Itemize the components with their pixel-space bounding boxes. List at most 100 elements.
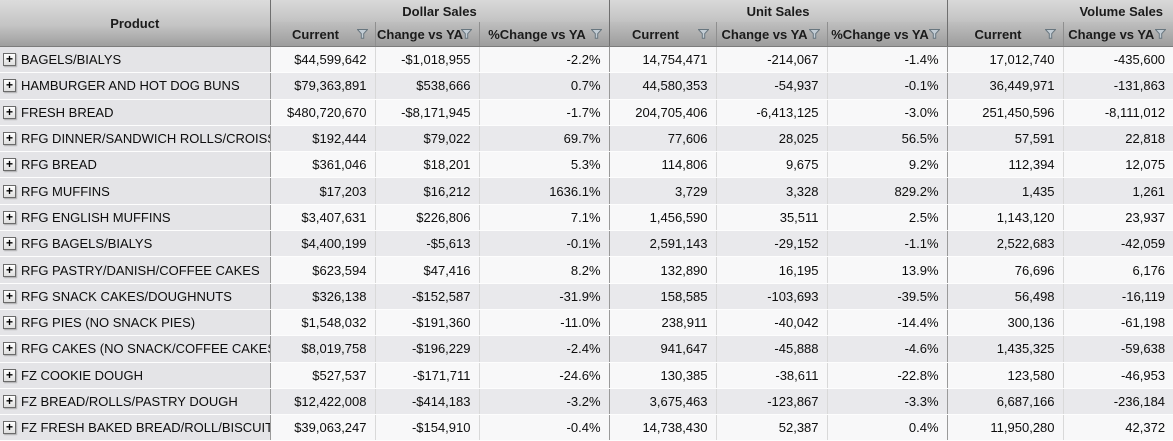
expand-plus-icon[interactable]: + [3,263,16,277]
table-row[interactable]: + RFG CAKES (NO SNACK/COFFEE CAKES) $8,0… [0,335,1173,363]
unit-change-cell: -214,067 [715,46,828,74]
col-header-dollar-change[interactable]: Change vs YA [374,22,479,47]
volume-current-cell: 57,591 [946,125,1064,153]
expand-plus-icon[interactable]: + [3,210,16,224]
expand-plus-icon[interactable]: + [3,184,16,198]
volume-current-cell: 11,950,280 [946,414,1064,441]
col-header-unit-current[interactable]: Current [608,22,717,47]
unit-change-cell: -38,611 [715,362,828,389]
expand-plus-icon[interactable]: + [3,316,16,330]
volume-current-cell: 1,143,120 [946,204,1064,232]
unit-pct-change-cell: -3.3% [826,388,948,416]
expand-plus-icon[interactable]: + [3,368,16,382]
product-label: FZ FRESH BAKED BREAD/ROLL/BISCUIT [21,420,270,436]
unit-current-cell: 44,580,353 [608,72,717,100]
table-row[interactable]: + RFG BAGELS/BIALYS $4,400,199 -$5,613 -… [0,230,1173,258]
volume-change-cell: -8,111,012 [1062,99,1173,126]
unit-current-cell: 77,606 [608,125,717,153]
expand-plus-icon[interactable]: + [3,237,16,251]
expand-plus-icon[interactable]: + [3,53,16,67]
filter-icon[interactable] [1154,29,1167,39]
product-label: FRESH BREAD [21,104,114,120]
expand-plus-icon[interactable]: + [3,421,16,435]
volume-change-cell: 22,818 [1062,125,1173,153]
dollar-pct-change-cell: -11.0% [478,309,610,337]
unit-current-cell: 14,754,471 [608,46,717,74]
volume-current-cell: 6,687,166 [946,388,1064,416]
unit-pct-change-cell: -14.4% [826,309,948,337]
dollar-change-cell: -$5,613 [374,230,479,258]
filter-icon[interactable] [355,29,369,39]
table-row[interactable]: + BAGELS/BIALYS $44,599,642 -$1,018,955 … [0,46,1173,74]
filter-icon[interactable] [589,29,603,39]
col-header-label: %Change vs YA [831,26,929,42]
filter-icon[interactable] [696,29,710,39]
filter-icon[interactable] [927,29,941,39]
table-row[interactable]: + RFG ENGLISH MUFFINS $3,407,631 $226,80… [0,204,1173,232]
unit-pct-change-cell: -22.8% [826,362,948,389]
volume-current-cell: 36,449,971 [946,72,1064,100]
product-column-header[interactable]: Product [0,0,270,47]
dollar-change-cell: -$191,360 [374,309,479,337]
dollar-current-cell: $326,138 [269,283,375,310]
col-header-label: Change vs YA [721,26,808,42]
expand-plus-icon[interactable]: + [3,342,16,356]
group-header-volume-sales: Volume Sales [946,0,1173,22]
unit-current-cell: 2,591,143 [608,230,717,258]
unit-change-cell: -6,413,125 [715,99,828,126]
table-row[interactable]: + FZ FRESH BAKED BREAD/ROLL/BISCUIT $39,… [0,414,1173,441]
dollar-current-cell: $39,063,247 [269,414,375,441]
filter-icon[interactable] [459,29,473,39]
expand-plus-icon[interactable]: + [3,395,16,408]
table-row[interactable]: + RFG BREAD $361,046 $18,201 5.3% 114,80… [0,151,1173,179]
volume-change-cell: 1,261 [1062,177,1173,205]
table-row[interactable]: + RFG DINNER/SANDWICH ROLLS/CROISSANTS $… [0,125,1173,153]
table-row[interactable]: + FZ BREAD/ROLLS/PASTRY DOUGH $12,422,00… [0,388,1173,416]
volume-change-cell: -61,198 [1062,309,1173,337]
dollar-pct-change-cell: 1636.1% [478,177,610,205]
expand-plus-icon[interactable]: + [3,289,16,303]
column-header-row: Current Change vs YA %Change vs YA Curre… [0,22,1173,47]
volume-current-cell: 112,394 [946,151,1064,179]
filter-icon[interactable] [1043,29,1057,39]
table-row[interactable]: + RFG SNACK CAKES/DOUGHNUTS $326,138 -$1… [0,283,1173,310]
col-header-label: %Change vs YA [488,26,586,42]
unit-current-cell: 1,456,590 [608,204,717,232]
dollar-change-cell: -$414,183 [374,388,479,416]
product-label: HAMBURGER AND HOT DOG BUNS [21,78,240,94]
expand-plus-icon[interactable]: + [3,158,16,172]
product-cell: + FZ FRESH BAKED BREAD/ROLL/BISCUIT [0,414,270,441]
table-row[interactable]: + RFG PIES (NO SNACK PIES) $1,548,032 -$… [0,309,1173,337]
product-label: RFG PIES (NO SNACK PIES) [21,315,196,331]
expand-plus-icon[interactable]: + [3,79,16,93]
product-cell: + RFG DINNER/SANDWICH ROLLS/CROISSANTS [0,125,270,153]
table-row[interactable]: + RFG PASTRY/DANISH/COFFEE CAKES $623,59… [0,256,1173,284]
dollar-current-cell: $79,363,891 [269,72,375,100]
col-header-dollar-pct-change[interactable]: %Change vs YA [478,22,610,47]
product-label: RFG BREAD [21,157,97,173]
table-row[interactable]: + FZ COOKIE DOUGH $527,537 -$171,711 -24… [0,362,1173,389]
dollar-change-cell: $18,201 [374,151,479,179]
table-row[interactable]: + FRESH BREAD $480,720,670 -$8,171,945 -… [0,99,1173,126]
unit-pct-change-cell: 56.5% [826,125,948,153]
volume-current-cell: 1,435,325 [946,335,1064,363]
unit-pct-change-cell: 829.2% [826,177,948,205]
unit-change-cell: 52,387 [715,414,828,441]
dollar-change-cell: $79,022 [374,125,479,153]
volume-current-cell: 1,435 [946,177,1064,205]
dollar-current-cell: $1,548,032 [269,309,375,337]
col-header-volume-change[interactable]: Change vs YA [1062,22,1173,47]
col-header-unit-pct-change[interactable]: %Change vs YA [826,22,948,47]
col-header-volume-current[interactable]: Current [946,22,1064,47]
col-header-unit-change[interactable]: Change vs YA [715,22,828,47]
table-row[interactable]: + RFG MUFFINS $17,203 $16,212 1636.1% 3,… [0,177,1173,205]
expand-plus-icon[interactable]: + [3,132,16,146]
col-header-dollar-current[interactable]: Current [269,22,375,47]
table-row[interactable]: + HAMBURGER AND HOT DOG BUNS $79,363,891… [0,72,1173,100]
filter-icon[interactable] [807,29,821,39]
expand-plus-icon[interactable]: + [3,105,16,119]
volume-current-cell: 300,136 [946,309,1064,337]
col-header-label: Change vs YA [1068,26,1155,42]
dollar-current-cell: $361,046 [269,151,375,179]
